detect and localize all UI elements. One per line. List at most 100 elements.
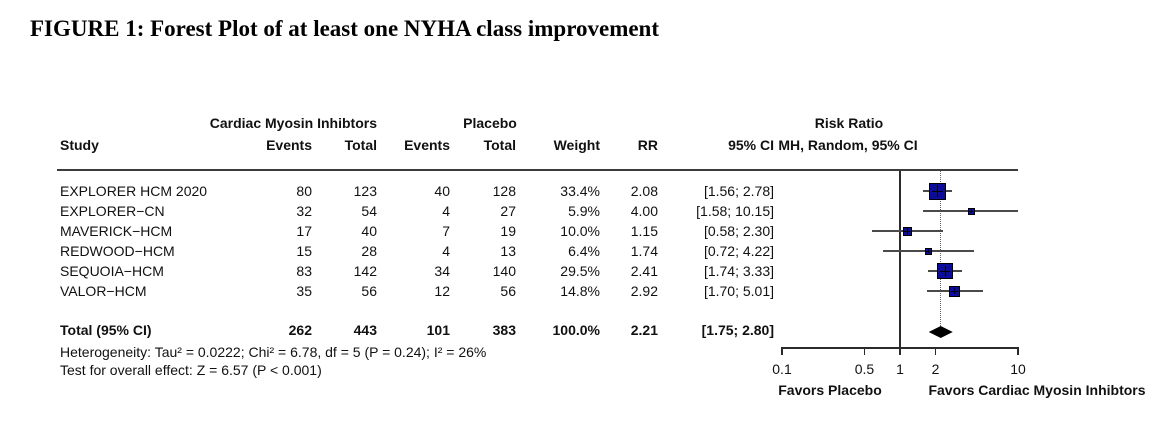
favors-right-label: Favors Cardiac Myosin Inhibtors [928, 382, 1146, 398]
rr-value: 4.00 [630, 203, 658, 219]
control-events: 4 [442, 203, 450, 219]
control-total: 13 [500, 243, 516, 259]
col-header-study: Study [60, 137, 99, 153]
study-row: SEQUOIA−HCM 83 142 34 140 29.5% 2.41 [1.… [0, 263, 1172, 283]
ci-value: [1.56; 2.78] [703, 183, 774, 199]
total-ci: [1.75; 2.80] [701, 322, 774, 338]
rr-value: 1.15 [630, 223, 658, 239]
study-square [924, 247, 932, 255]
rr-value: 2.41 [630, 263, 658, 279]
treatment-events: 32 [296, 203, 312, 219]
treatment-events: 83 [296, 263, 312, 279]
treatment-total: 142 [353, 263, 377, 279]
ci-value: [1.70; 5.01] [703, 283, 774, 299]
study-square [902, 226, 912, 236]
study-name: REDWOOD−HCM [60, 243, 175, 259]
ci-value: [0.58; 2.30] [703, 223, 774, 239]
treatment-events: 35 [296, 283, 312, 299]
study-row: MAVERICK−HCM 17 40 7 19 10.0% 1.15 [0.58… [0, 223, 1172, 243]
reference-line [899, 171, 901, 347]
group-header-control: Placebo [463, 115, 517, 131]
total-control-total: 383 [492, 322, 516, 338]
control-total: 56 [500, 283, 516, 299]
total-treatment-events: 262 [288, 322, 312, 338]
tick-label: 2 [931, 361, 940, 377]
axis-tick [1017, 347, 1019, 355]
total-control-events: 101 [426, 322, 450, 338]
study-row: EXPLORER HCM 2020 80 123 40 128 33.4% 2.… [0, 183, 1172, 203]
treatment-total: 123 [353, 183, 377, 199]
total-row: Total (95% CI) 262 443 101 383 100.0% 2.… [0, 322, 1172, 342]
col-header-effect-model: MH, Random, 95% CI [778, 137, 918, 153]
axis-tick [934, 347, 937, 355]
control-events: 7 [442, 223, 450, 239]
header-rule [57, 169, 1018, 171]
study-square [929, 182, 947, 200]
col-header-events-treatment: Events [266, 137, 312, 153]
control-events: 4 [442, 243, 450, 259]
control-total: 128 [492, 183, 516, 199]
weight-value: 10.0% [560, 223, 600, 239]
study-square [949, 285, 961, 297]
rr-value: 2.08 [630, 183, 658, 199]
study-square [967, 207, 975, 215]
group-header-treatment: Cardiac Myosin Inhibtors [209, 115, 377, 131]
control-total: 27 [500, 203, 516, 219]
figure-title: FIGURE 1: Forest Plot of at least one NY… [30, 16, 660, 41]
tick-label: 10 [1010, 361, 1026, 377]
treatment-total: 40 [361, 223, 377, 239]
control-events: 34 [434, 263, 450, 279]
weight-value: 5.9% [568, 203, 600, 219]
study-name: VALOR−HCM [60, 283, 147, 299]
ci-value: [0.72; 4.22] [703, 243, 774, 259]
heterogeneity-note: Heterogeneity: Tau² = 0.0222; Chi² = 6.7… [60, 344, 487, 360]
ci-value: [1.58; 10.15] [696, 203, 774, 219]
col-header-total-control: Total [483, 137, 516, 153]
overall-effect-note: Test for overall effect: Z = 6.57 (P < 0… [60, 362, 322, 378]
study-name: SEQUOIA−HCM [60, 263, 164, 279]
ci-value: [1.74; 3.33] [703, 263, 774, 279]
col-header-rr: RR [637, 137, 658, 153]
col-header-weight: Weight [553, 137, 600, 153]
total-treatment-total: 443 [353, 322, 377, 338]
study-name: EXPLORER HCM 2020 [60, 183, 208, 199]
column-header-row: Study Events Total Events Total Weight R… [0, 137, 1172, 157]
treatment-events: 17 [296, 223, 312, 239]
axis-tick [781, 347, 783, 355]
study-row: EXPLORER−CN 32 54 4 27 5.9% 4.00 [1.58; … [0, 203, 1172, 223]
study-row: REDWOOD−HCM 15 28 4 13 6.4% 1.74 [0.72; … [0, 243, 1172, 263]
axis-tick [863, 347, 866, 355]
treatment-total: 54 [361, 203, 377, 219]
tick-label: 0.5 [854, 361, 875, 377]
weight-value: 6.4% [568, 243, 600, 259]
treatment-events: 15 [296, 243, 312, 259]
control-events: 12 [434, 283, 450, 299]
total-weight: 100.0% [552, 322, 600, 338]
treatment-total: 28 [361, 243, 377, 259]
pooled-diamond [928, 326, 953, 338]
axis-tick [899, 347, 901, 355]
col-header-ci: 95% CI [728, 137, 774, 153]
weight-value: 14.8% [560, 283, 600, 299]
col-header-events-control: Events [404, 137, 450, 153]
weight-value: 33.4% [560, 183, 600, 199]
treatment-total: 56 [361, 283, 377, 299]
treatment-events: 80 [296, 183, 312, 199]
total-label: Total (95% CI) [60, 322, 152, 338]
favors-left-label: Favors Placebo [778, 382, 882, 398]
col-header-total-treatment: Total [344, 137, 377, 153]
rr-value: 1.74 [630, 243, 658, 259]
tick-label: 1 [896, 361, 904, 377]
tick-label: 0.1 [772, 361, 792, 377]
group-header-effect: Risk Ratio [814, 115, 884, 131]
rr-value: 2.92 [630, 283, 658, 299]
study-name: EXPLORER−CN [60, 203, 165, 219]
study-name: MAVERICK−HCM [60, 223, 173, 239]
total-rr: 2.21 [630, 322, 658, 338]
control-events: 40 [434, 183, 450, 199]
study-square [937, 263, 954, 279]
weight-value: 29.5% [560, 263, 600, 279]
control-total: 140 [492, 263, 516, 279]
control-total: 19 [500, 223, 516, 239]
